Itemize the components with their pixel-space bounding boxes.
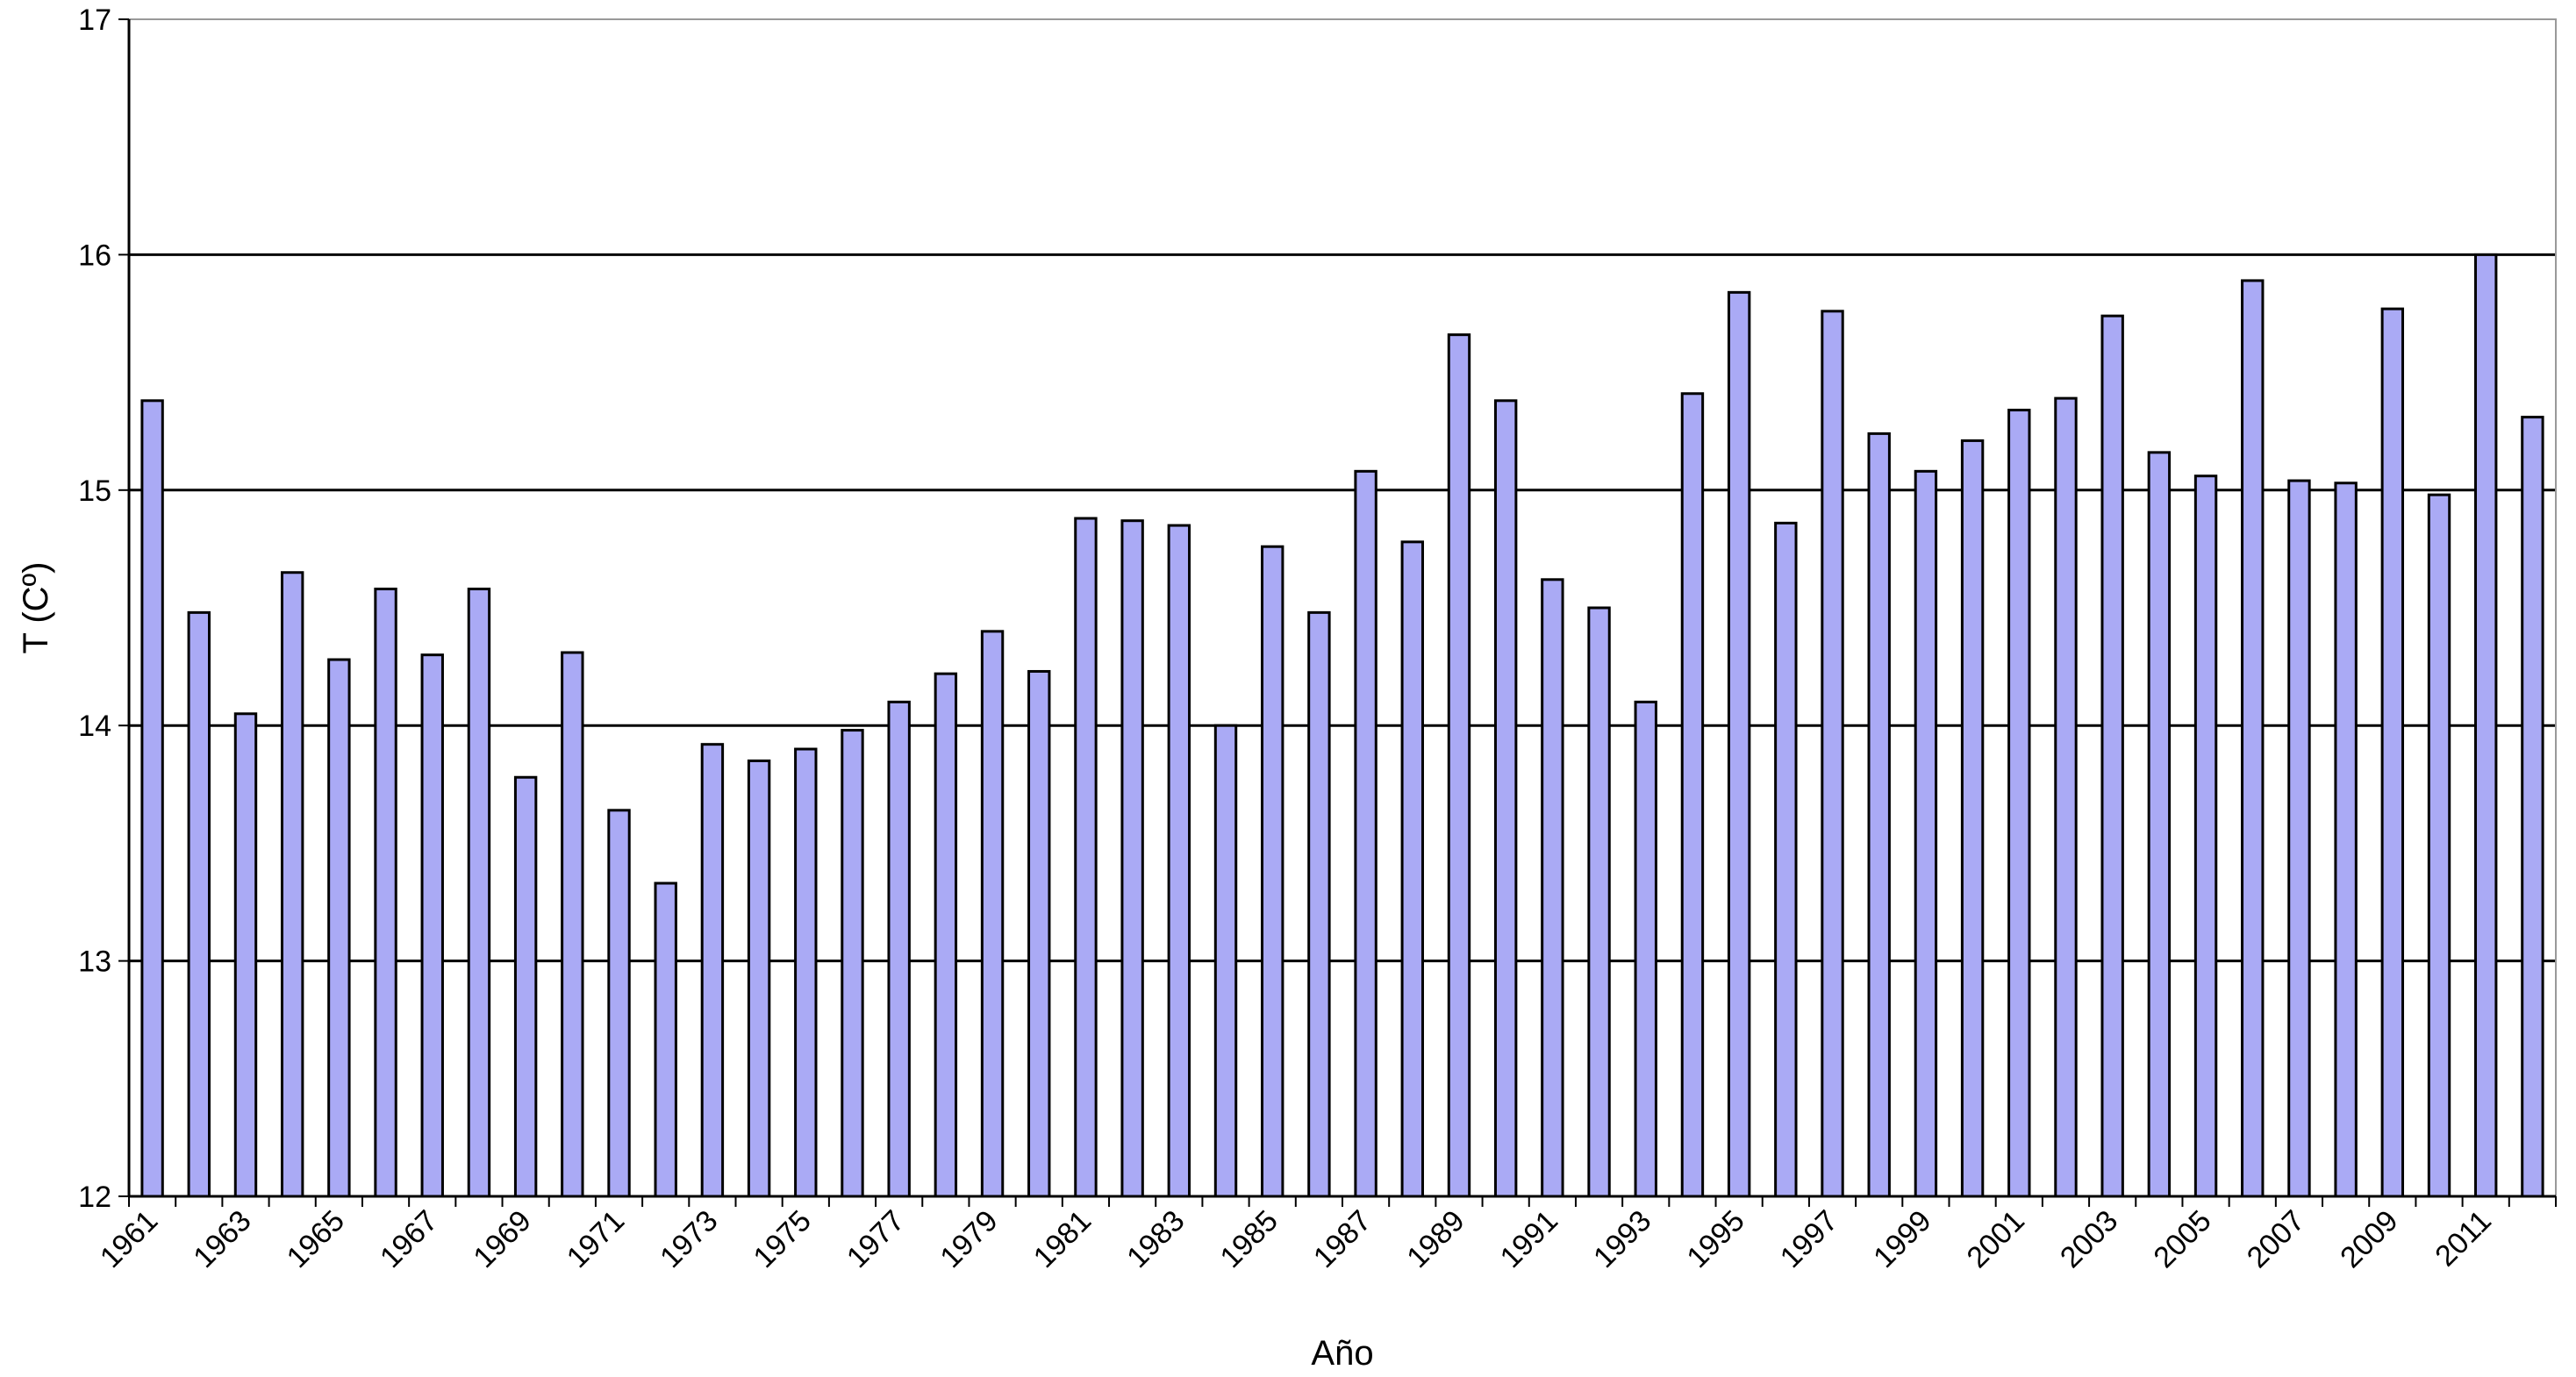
- bar-1986: [1307, 610, 1331, 1198]
- bar-1970: [561, 651, 584, 1198]
- bar-1979: [980, 630, 1005, 1198]
- bar-2012: [2521, 416, 2544, 1198]
- bar-2008: [2334, 482, 2358, 1198]
- bar-2004: [2147, 451, 2172, 1198]
- bar-1987: [1354, 469, 1377, 1198]
- bar-1976: [841, 729, 864, 1198]
- bar-1971: [607, 809, 631, 1198]
- y-axis: 12 13 14 15 16 17: [78, 4, 131, 1214]
- bar-2005: [2193, 474, 2218, 1198]
- x-tick-label: 1995: [1680, 1204, 1750, 1274]
- bar-1964: [280, 571, 304, 1198]
- bar-2010: [2427, 493, 2451, 1198]
- bar-1995: [1727, 290, 1751, 1198]
- bar-2003: [2100, 314, 2124, 1198]
- x-tick-label: 1967: [374, 1204, 444, 1274]
- y-tick-label: 15: [78, 474, 111, 508]
- bar-1993: [1634, 700, 1657, 1198]
- bar-1969: [513, 775, 538, 1198]
- x-tick-label: 1971: [561, 1204, 631, 1274]
- x-tick-label: 1993: [1587, 1204, 1657, 1274]
- bar-1978: [934, 672, 958, 1198]
- bar-1996: [1774, 521, 1798, 1198]
- bar-1963: [233, 712, 258, 1198]
- x-tick-label: 1985: [1214, 1204, 1284, 1274]
- bar-1998: [1867, 432, 1891, 1198]
- bar-1992: [1587, 606, 1611, 1198]
- bar-1965: [327, 658, 351, 1198]
- bar-1967: [420, 653, 444, 1198]
- bar-1968: [467, 588, 491, 1198]
- bar-2011: [2474, 253, 2498, 1198]
- bar-1973: [700, 743, 725, 1198]
- bar-1980: [1027, 669, 1051, 1198]
- bar-2006: [2241, 279, 2265, 1198]
- x-tick-label: 2007: [2241, 1204, 2311, 1274]
- x-tick-label: 1989: [1400, 1204, 1470, 1274]
- bar-1983: [1167, 524, 1191, 1198]
- y-tick-label: 12: [78, 1181, 111, 1214]
- bar-2007: [2287, 479, 2311, 1198]
- bar-2000: [1960, 439, 1985, 1198]
- x-tick-label: 1973: [654, 1204, 724, 1274]
- bar-1990: [1493, 399, 1518, 1198]
- x-tick-label: 2009: [2334, 1204, 2404, 1274]
- bar-1977: [887, 700, 911, 1198]
- x-tick-label: 1963: [187, 1204, 257, 1274]
- x-axis: 1961 1963 1965 1967 1969 1971 1973 1975 1977 1979…: [94, 1195, 2557, 1274]
- x-tick-label: 1979: [934, 1204, 1004, 1274]
- plot-area-frame: [128, 18, 2557, 1197]
- bar-1972: [654, 881, 677, 1198]
- bar-1981: [1074, 517, 1098, 1198]
- bar-1999: [1914, 469, 1938, 1198]
- bar-1991: [1541, 578, 1564, 1198]
- x-tick-label: 1991: [1494, 1204, 1564, 1274]
- bars: [140, 253, 2544, 1198]
- x-tick-label: 1969: [467, 1204, 537, 1274]
- bar-2009: [2380, 307, 2405, 1198]
- bar-1997: [1821, 310, 1844, 1198]
- y-axis-title: T (Cº): [17, 562, 55, 654]
- x-tick-label: 1999: [1867, 1204, 1937, 1274]
- x-tick-label: 1965: [281, 1204, 351, 1274]
- x-tick-label: 1977: [841, 1204, 911, 1274]
- y-tick-label: 13: [78, 945, 111, 979]
- bar-1974: [747, 759, 771, 1198]
- bar-1994: [1680, 392, 1705, 1198]
- bar-1989: [1447, 333, 1471, 1198]
- bar-1988: [1400, 540, 1424, 1198]
- bar-2002: [2054, 396, 2078, 1198]
- bar-1966: [374, 588, 397, 1198]
- bar-1985: [1261, 545, 1284, 1198]
- x-tick-label: 1961: [94, 1204, 164, 1274]
- x-tick-label: 1997: [1774, 1204, 1844, 1274]
- bar-1961: [140, 399, 164, 1198]
- bar-1982: [1120, 519, 1144, 1198]
- bar-1975: [794, 747, 818, 1198]
- x-tick-label: 1987: [1307, 1204, 1377, 1274]
- y-tick-label: 14: [78, 710, 111, 743]
- x-tick-label: 2011: [2429, 1204, 2498, 1274]
- gridlines: [129, 253, 2556, 963]
- bar-1984: [1213, 724, 1238, 1198]
- x-tick-label: 2001: [1961, 1204, 2031, 1274]
- x-tick-label: 1975: [748, 1204, 818, 1274]
- bar-2001: [2007, 409, 2031, 1198]
- y-tick-label: 17: [78, 4, 111, 37]
- x-tick-label: 1981: [1027, 1204, 1098, 1274]
- x-tick-label: 1983: [1120, 1204, 1191, 1274]
- x-tick-label: 2005: [2147, 1204, 2217, 1274]
- x-tick-label: 2003: [2054, 1204, 2124, 1274]
- x-axis-title: Año: [1311, 1334, 1373, 1373]
- bar-1962: [187, 610, 211, 1198]
- y-tick-label: 16: [78, 239, 111, 272]
